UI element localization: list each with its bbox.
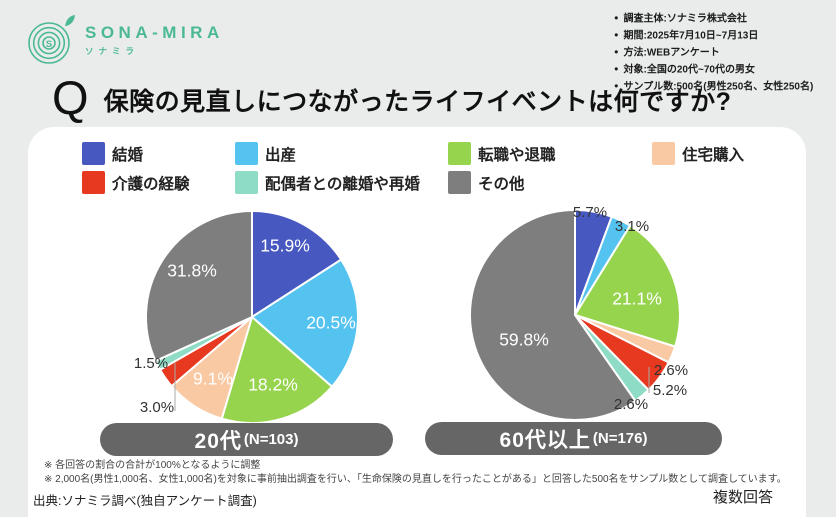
source-credit: 出典:ソナミラ調べ(独自アンケート調査) [33, 494, 257, 508]
legend-item-2: 転職や退職 [448, 142, 556, 165]
legend-label: その他 [478, 175, 525, 193]
legend-item-1: 出産 [235, 142, 296, 165]
pie1-value-label-配偶者との離婚や再婚: 1.5% [134, 355, 168, 372]
legend-item-5: 配偶者との離婚や再婚 [235, 171, 420, 194]
pie1-value-label-結婚: 15.9% [260, 236, 310, 256]
group-pill-20s-label: 20代 [194, 429, 242, 453]
legend-item-6: その他 [448, 171, 525, 194]
pie2-value-label-転職や退職: 21.1% [612, 289, 662, 309]
legend-swatch-icon [82, 142, 105, 165]
logo-leaf-icon [65, 15, 75, 26]
survey-meta-item-1: ● 期間:2025年7月10日~7月13日 [614, 30, 759, 42]
group-pill-60s: 60代以上 (N=176) [425, 422, 722, 455]
footnote-1: ※ 2,000名(男性1,000名、女性1,000名)を対象に事前抽出調査を行い… [44, 473, 787, 485]
logo-text: SONA-MIRA ソナミラ [85, 24, 224, 57]
bullet-icon: ● [614, 81, 619, 90]
question-q-mark: Q [52, 71, 89, 124]
legend-swatch-icon [82, 171, 105, 194]
legend-swatch-icon [652, 142, 675, 165]
legend-item-0: 結婚 [82, 142, 143, 165]
pie2-value-label-配偶者との離婚や再婚: 2.6% [614, 396, 648, 413]
legend-label: 配偶者との離婚や再婚 [265, 175, 420, 193]
pie1-value-label-その他: 31.8% [167, 261, 217, 281]
pie2-slice-その他 [469, 209, 637, 421]
bullet-icon: ● [614, 30, 619, 39]
legend-label: 介護の経験 [112, 175, 190, 193]
pie2-value-label-出産: 3.1% [615, 218, 649, 235]
group-pill-60s-n: (N=176) [592, 430, 648, 447]
footnotes: ※ 各回答の割合の合計が100%となるように調整 ※ 2,000名(男性1,000… [44, 459, 787, 486]
legend-label: 住宅購入 [682, 146, 745, 164]
group-pill-20s-n: (N=103) [243, 431, 299, 448]
pie1-value-label-住宅購入: 9.1% [193, 369, 233, 389]
legend-swatch-icon [235, 142, 258, 165]
legend-label: 結婚 [112, 146, 144, 164]
answer-type-note: 複数回答 [713, 489, 774, 506]
pie2-value-label-結婚: 5.7% [573, 204, 607, 221]
legend-swatch-icon [235, 171, 258, 194]
pie-chart-60代以上: 5.7% 3.1% 21.1% 2.6% 5.2% 2.6% 59.8% [469, 204, 688, 421]
pie2-value-label-その他: 59.8% [499, 330, 549, 350]
pie2-value-label-住宅購入: 2.6% [654, 362, 688, 379]
group-pill-60s-label: 60代以上 [499, 428, 591, 452]
pie1-slice-出産 [251, 258, 359, 388]
pie1-value-label-出産: 20.5% [306, 313, 356, 333]
logo-name: SONA-MIRA [85, 23, 224, 42]
legend-label: 転職や退職 [478, 146, 556, 164]
sona-mira-logo: S SONA-MIRA ソナミラ [26, 13, 224, 67]
pie1-slice-転職や退職 [220, 316, 333, 424]
logo-subname: ソナミラ [85, 46, 140, 56]
bullet-icon: ● [614, 47, 619, 56]
pie1-slice-その他 [145, 210, 253, 362]
legend-label: 出産 [265, 146, 297, 164]
bullet-icon: ● [614, 64, 619, 73]
pie2-value-label-介護の経験: 5.2% [653, 382, 687, 399]
legend-item-4: 介護の経験 [82, 171, 190, 194]
footnote-0: ※ 各回答の割合の合計が100%となるように調整 [44, 460, 261, 471]
question-header: Q 保険の見直しにつながったライフイベントは何ですか? [52, 71, 732, 124]
bullet-icon: ● [614, 13, 619, 22]
survey-meta-item-3: ● 対象:全国の20代~70代の男女 [614, 64, 755, 76]
legend-swatch-icon [448, 142, 471, 165]
survey-meta-item-4: ● サンプル数:500名(男性250名、女性250名) [614, 81, 814, 93]
group-pill-20s: 20代 (N=103) [100, 423, 393, 456]
legend-swatch-icon [448, 171, 471, 194]
legend-item-3: 住宅購入 [652, 142, 744, 165]
logo-spiral-icon: S [28, 15, 75, 64]
pie1-value-label-介護の経験: 3.0% [140, 399, 174, 416]
pie-chart-20代: 15.9% 20.5% 18.2% 9.1% 3.0% 1.5% 31.8% [134, 210, 359, 424]
survey-meta-item-0: ● 調査主体:ソナミラ株式会社 [614, 13, 747, 25]
pie2-slice-転職や退職 [574, 224, 681, 348]
question-title: 保険の見直しにつながったライフイベントは何ですか? [103, 87, 732, 116]
pie1-slice-結婚 [251, 210, 343, 318]
survey-meta-list: ● 調査主体:ソナミラ株式会社 ● 期間:2025年7月10日~7月13日 ● 方法:WE… [614, 10, 813, 95]
pie1-value-label-転職や退職: 18.2% [248, 375, 298, 395]
svg-text:S: S [46, 39, 52, 50]
survey-meta-item-2: ● 方法:WEBアンケート [614, 47, 720, 59]
